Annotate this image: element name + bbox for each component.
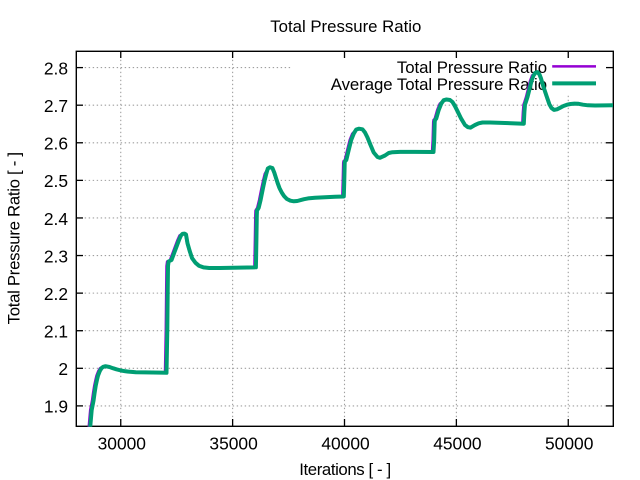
svg-text:Total Pressure Ratio: Total Pressure Ratio (270, 17, 421, 36)
svg-text:2: 2 (58, 359, 68, 379)
svg-text:2.3: 2.3 (44, 246, 68, 266)
svg-text:2.7: 2.7 (44, 96, 68, 116)
svg-text:30000: 30000 (98, 433, 146, 453)
svg-text:2.6: 2.6 (44, 134, 68, 154)
svg-text:Iterations [ - ]: Iterations [ - ] (299, 460, 391, 479)
svg-text:2.8: 2.8 (44, 58, 68, 78)
svg-text:Average Total Pressure Ratio: Average Total Pressure Ratio (331, 75, 547, 94)
svg-text:1.9: 1.9 (44, 397, 68, 417)
svg-text:40000: 40000 (321, 433, 369, 453)
svg-text:2.2: 2.2 (44, 284, 68, 304)
svg-text:2.5: 2.5 (44, 171, 68, 191)
svg-text:35000: 35000 (209, 433, 257, 453)
svg-text:Total Pressure Ratio [ - ]: Total Pressure Ratio [ - ] (4, 152, 23, 324)
svg-text:50000: 50000 (545, 433, 593, 453)
svg-text:45000: 45000 (433, 433, 481, 453)
svg-text:2.4: 2.4 (44, 209, 69, 229)
svg-text:Total Pressure Ratio: Total Pressure Ratio (397, 58, 547, 77)
svg-text:2.1: 2.1 (44, 322, 68, 342)
